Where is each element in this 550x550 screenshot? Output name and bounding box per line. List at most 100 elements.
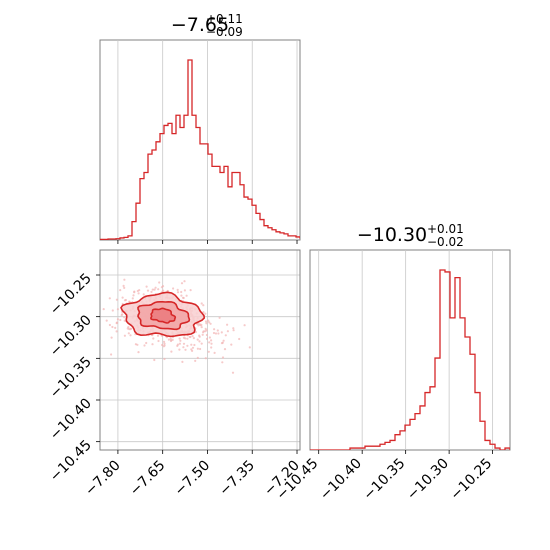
scatter-point	[189, 289, 192, 292]
scatter-axes	[99, 249, 301, 451]
scatter-point	[231, 371, 235, 374]
scatter-point	[191, 335, 194, 338]
scatter-point	[182, 342, 186, 345]
scatter-point	[182, 346, 185, 349]
scatter-point	[127, 332, 130, 335]
title-2-upper: +0.01	[427, 222, 464, 236]
scatter-point	[208, 336, 211, 339]
scatter-point	[186, 344, 189, 347]
scatter-point	[217, 332, 220, 335]
scatter-point	[110, 336, 113, 339]
scatter-point	[133, 290, 136, 293]
scatter-point	[208, 321, 211, 324]
scatter-point	[207, 319, 210, 322]
scatter-point	[226, 330, 229, 333]
scatter-point	[212, 331, 216, 335]
histogram-2-axes	[309, 249, 511, 451]
scatter-point	[191, 349, 194, 352]
title-1-upper: +0.11	[206, 12, 243, 26]
scatter-point	[145, 341, 148, 345]
scatter-point	[213, 328, 216, 331]
histogram-1-xticks	[117, 240, 298, 244]
scatter-point	[184, 337, 187, 340]
scatter-point	[121, 296, 124, 299]
scatter-point	[123, 316, 126, 319]
histogram-panel-1: −7.65 +0.11 −0.09	[99, 12, 301, 244]
scatter-point	[196, 338, 199, 341]
scatter-ytick-label: −10.30	[47, 312, 95, 360]
scatter-point	[194, 359, 197, 362]
scatter-point	[214, 332, 218, 335]
scatter-point	[143, 344, 146, 347]
scatter-point	[137, 292, 140, 295]
histogram-2-xtick-tick-label: −10.40	[317, 456, 365, 504]
scatter-point	[114, 326, 117, 329]
scatter-point	[178, 348, 181, 351]
scatter-point	[213, 351, 216, 354]
scatter-point	[220, 331, 223, 334]
scatter-point	[111, 309, 114, 312]
scatter-point	[209, 322, 212, 325]
scatter-point	[204, 327, 207, 330]
scatter-point	[163, 357, 166, 361]
scatter-point	[196, 347, 199, 350]
scatter-point	[153, 288, 156, 291]
scatter-point	[197, 324, 200, 327]
scatter-point	[176, 344, 179, 347]
scatter-point	[188, 335, 191, 338]
scatter-point	[221, 361, 224, 364]
histogram-2-xtick-tick-label: −10.30	[404, 456, 452, 504]
scatter-point	[123, 278, 126, 281]
contour-line	[137, 300, 191, 331]
scatter-point	[150, 290, 153, 293]
scatter-point	[210, 339, 213, 342]
scatter-point	[204, 320, 208, 323]
scatter-point	[129, 334, 132, 337]
scatter-point	[137, 351, 140, 354]
scatter-point	[181, 360, 184, 363]
scatter-point	[180, 290, 183, 294]
scatter-point	[132, 294, 135, 297]
title-2-median: −10.30	[357, 224, 427, 246]
scatter-point	[163, 342, 166, 345]
scatter-point	[122, 284, 125, 287]
scatter-point	[183, 289, 186, 292]
scatter-point	[179, 339, 182, 342]
scatter-point	[157, 288, 160, 291]
scatter-point	[200, 342, 203, 345]
scatter-point	[180, 282, 184, 285]
scatter-point	[136, 343, 139, 346]
scatter-point	[204, 312, 207, 315]
scatter-point	[146, 289, 150, 292]
scatter-xtick-label: −7.35	[216, 458, 258, 500]
scatter-point	[204, 330, 207, 333]
scatter-point	[116, 308, 119, 311]
scatter-panel: −7.80 −7.65 −7.50 −7.35 −7.20 −10.25−10.30−1…	[47, 249, 303, 500]
scatter-point	[111, 325, 114, 329]
scatter-point	[102, 308, 105, 311]
scatter-point	[115, 322, 118, 325]
scatter-point	[180, 294, 183, 297]
scatter-point	[207, 350, 210, 353]
scatter-point	[108, 323, 111, 327]
histogram-2-grid	[318, 250, 494, 450]
scatter-point	[216, 329, 219, 332]
scatter-point	[230, 343, 233, 346]
scatter-point	[200, 326, 203, 329]
scatter-point	[198, 334, 201, 337]
scatter-point	[199, 347, 202, 351]
scatter-point	[190, 343, 193, 346]
histogram-1-grid	[117, 40, 298, 240]
scatter-point	[151, 288, 154, 291]
scatter-point	[119, 318, 122, 322]
scatter-point	[121, 313, 124, 316]
scatter-point	[158, 281, 161, 284]
scatter-point	[205, 322, 208, 325]
scatter-ytick-label: −10.40	[47, 396, 95, 444]
scatter-point	[119, 289, 122, 292]
scatter-point	[201, 333, 204, 336]
scatter-point	[138, 289, 141, 292]
scatter-point	[123, 319, 126, 322]
scatter-point	[200, 302, 203, 305]
scatter-point	[176, 291, 180, 294]
